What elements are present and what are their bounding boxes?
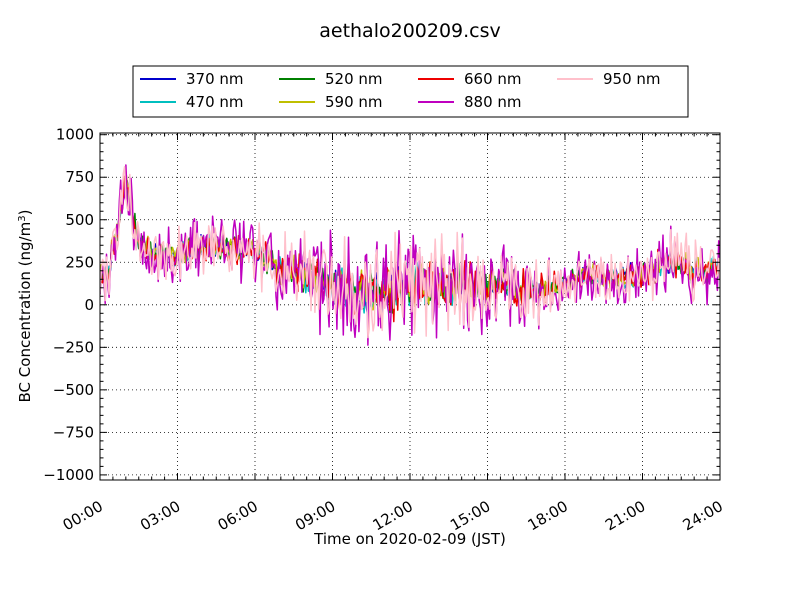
y-tick-label: 250: [65, 253, 94, 271]
legend-label: 370 nm: [186, 70, 244, 88]
legend-label: 520 nm: [325, 70, 383, 88]
y-axis-label-superscript: 3: [17, 215, 28, 221]
x-tick-label: 12:00: [370, 497, 416, 534]
legend: 370 nm 470 nm 520 nm 590 nm 660 nm 880 nm 950 …: [132, 65, 689, 118]
y-tick-label: 500: [65, 211, 94, 229]
x-tick-label: 24:00: [680, 497, 726, 534]
legend-label: 590 nm: [325, 93, 383, 111]
y-tick-label: 0: [84, 296, 94, 314]
legend-label: 950 nm: [603, 70, 661, 88]
y-tick-label: −250: [53, 338, 94, 356]
y-axis-label-suffix: ): [16, 210, 34, 216]
chart-title: aethalo200209.csv: [319, 20, 501, 42]
legend-label: 880 nm: [464, 93, 522, 111]
legend-box: [132, 65, 689, 118]
series-layer: [100, 164, 720, 346]
x-tick-label: 00:00: [60, 497, 106, 534]
x-tick-label: 09:00: [292, 497, 338, 534]
x-tick-label: 21:00: [602, 497, 648, 534]
y-tick-label: −1000: [43, 466, 94, 484]
y-tick-label: 750: [65, 168, 94, 186]
series-line-950-nm: [100, 165, 720, 339]
axis-ticks: −1000 −750 −500 −250 0 250 500 750 1000 00:00 03:0…: [43, 126, 726, 535]
y-tick-label: 1000: [56, 126, 94, 144]
x-axis-label: Time on 2020-02-09 (JST): [313, 530, 506, 548]
x-tick-label: 03:00: [137, 497, 183, 534]
y-axis-label-main: BC Concentration (ng/m: [16, 222, 34, 403]
legend-label: 470 nm: [186, 93, 244, 111]
x-tick-label: 06:00: [215, 497, 261, 534]
legend-label: 660 nm: [464, 70, 522, 88]
x-tick-label: 18:00: [525, 497, 571, 534]
y-axis-label: BC Concentration (ng/m3): [16, 210, 34, 403]
y-tick-label: −500: [53, 381, 94, 399]
y-tick-label: −750: [53, 423, 94, 441]
grid: [99, 133, 721, 480]
x-tick-label: 15:00: [447, 497, 493, 534]
